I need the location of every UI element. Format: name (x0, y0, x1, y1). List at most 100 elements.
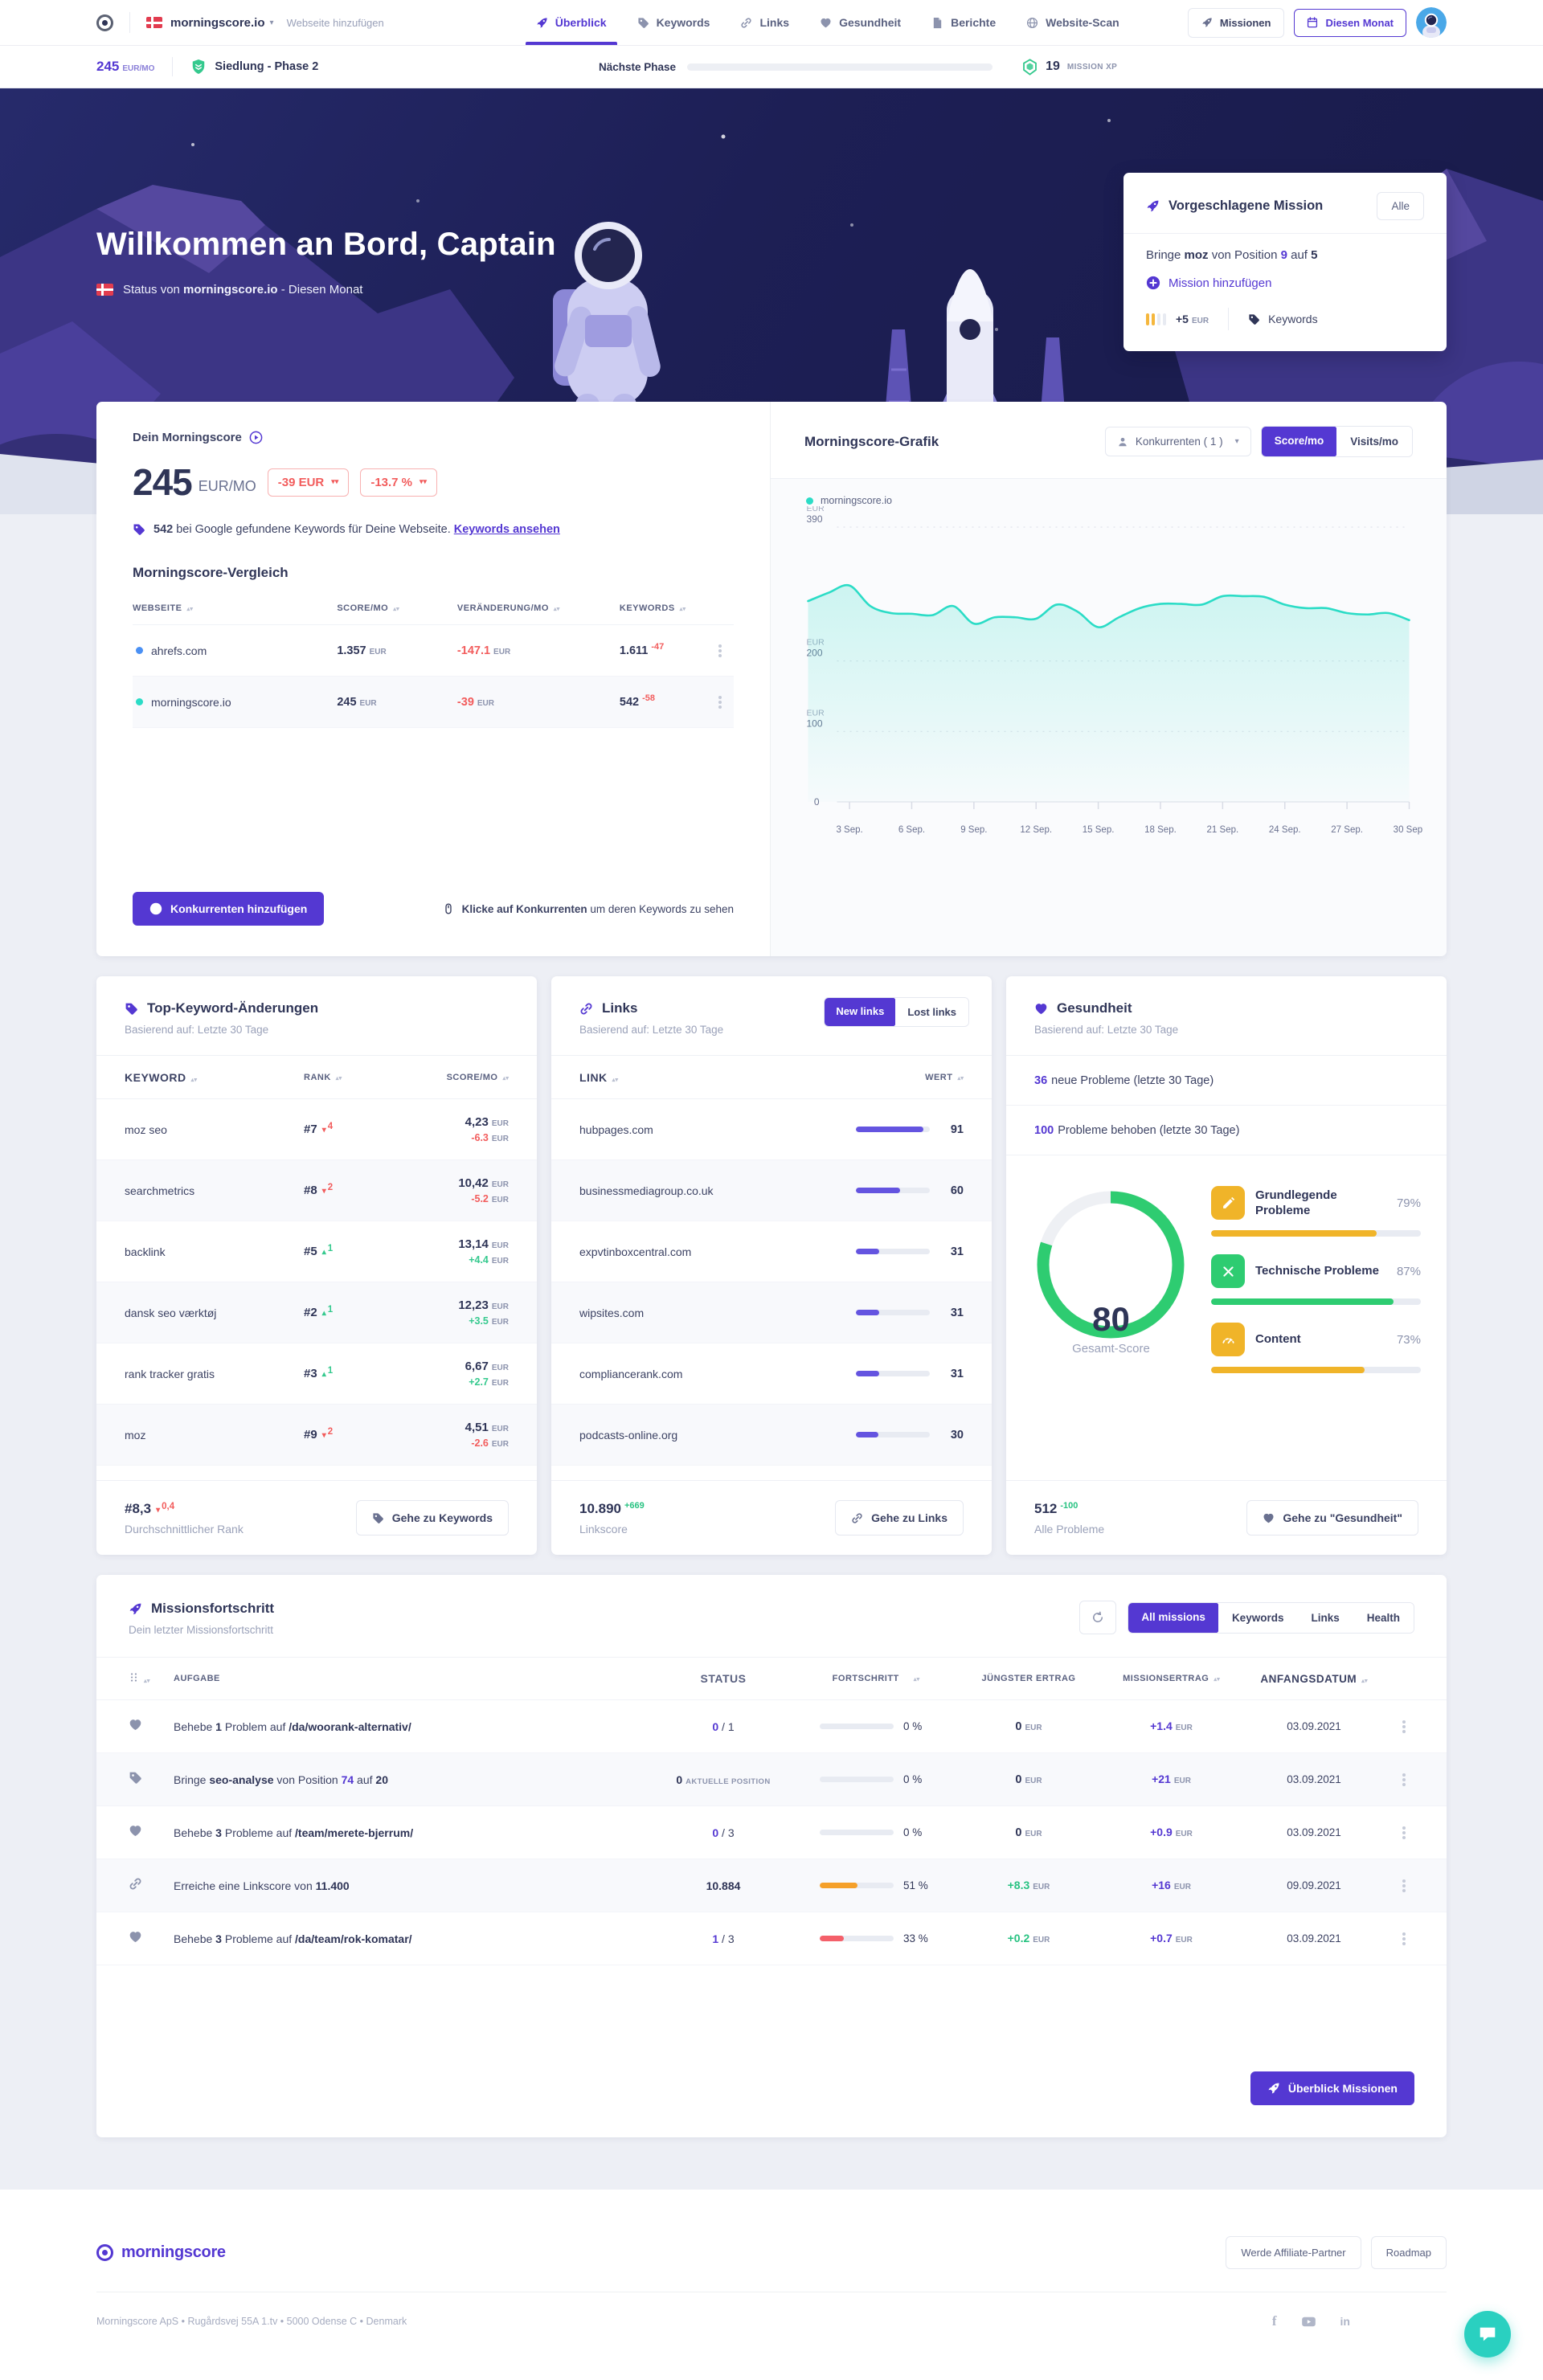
column-header[interactable]: SCORE/MO ▴▾ (337, 592, 457, 625)
keyword-row[interactable]: moz #9 ▾ 2 4,51 EUR -2.6 EUR (96, 1405, 537, 1466)
nav-item-keywords[interactable]: Keywords (622, 0, 726, 45)
toggle-visits-mo[interactable]: Visits/mo (1336, 427, 1412, 456)
health-score-label: Gesamt-Score (1072, 1341, 1150, 1356)
keyword-row[interactable]: moz seo #7 ▾ 4 4,23 EUR -6.3 EUR (96, 1099, 537, 1160)
add-competitor-button[interactable]: Konkurrenten hinzufügen (133, 892, 325, 926)
column-header[interactable]: JÜNGSTER ERTRAG (981, 1674, 1076, 1683)
graph-title: Morningscore-Grafik (804, 433, 939, 449)
competitor-row[interactable]: ahrefs.com 1.357 EUR -147.1 EUR 1.611 -47 (133, 624, 734, 677)
column-header[interactable]: ANFANGSDATUM ▴▾ (1260, 1672, 1368, 1685)
row-menu-button[interactable] (1394, 1769, 1414, 1790)
column-header[interactable]: WERT ▴▾ (925, 1072, 964, 1082)
suggested-mission-card: Vorgeschlagene Mission Alle Bringe moz v… (1123, 173, 1447, 351)
avatar[interactable] (1416, 7, 1447, 38)
filter-all-missions[interactable]: All missions (1128, 1602, 1219, 1633)
chat-widget-button[interactable] (1464, 2311, 1511, 2358)
link-row[interactable]: expvtinboxcentral.com 31 (551, 1221, 992, 1282)
link-row[interactable]: podcasts-online.org 30 (551, 1405, 992, 1466)
affiliate-button[interactable]: Werde Affiliate-Partner (1226, 2236, 1361, 2269)
site-selector[interactable]: morningscore.io (170, 15, 265, 30)
column-header[interactable]: SCORE/MO ▴▾ (446, 1072, 509, 1082)
link-row[interactable]: compliancerank.com 31 (551, 1343, 992, 1405)
refresh-button[interactable] (1079, 1601, 1117, 1634)
missions-button[interactable]: Missionen (1187, 7, 1285, 38)
go-to-links-button[interactable]: Gehe zu Links (835, 1500, 964, 1536)
linkedin-icon[interactable]: in (1340, 2315, 1350, 2328)
missions-overview-button[interactable]: Überblick Missionen (1250, 2071, 1414, 2105)
main-content: Dein Morningscore 245 EUR/MO -39 EUR ▾▾ -… (0, 402, 1543, 2137)
chevron-down-icon[interactable]: ▾ (269, 18, 274, 27)
value-bar (856, 1249, 930, 1254)
link-row[interactable]: hubpages.com 91 (551, 1099, 992, 1160)
divider (1123, 233, 1447, 234)
column-header[interactable]: LINK ▴▾ (579, 1070, 619, 1084)
value-bar (856, 1188, 930, 1193)
column-header[interactable]: VERÄNDERUNG/MO ▴▾ (456, 592, 620, 625)
facebook-icon[interactable]: f (1271, 2313, 1277, 2329)
morningscore-logo[interactable] (96, 14, 113, 31)
view-keywords-link[interactable]: Keywords ansehen (453, 523, 560, 536)
column-header[interactable]: MISSIONSERTRAG ▴▾ (1123, 1674, 1220, 1683)
month-selector-button[interactable]: Diesen Monat (1294, 8, 1406, 37)
nav-item-website-scan[interactable]: Website-Scan (1011, 0, 1135, 45)
next-phase-progress: Nächste Phase 19 MISSION XP (599, 46, 1117, 88)
play-circle-icon[interactable] (249, 431, 263, 444)
toggle-lost-links[interactable]: Lost links (895, 998, 968, 1026)
add-mission-link[interactable]: Mission hinzufügen (1146, 276, 1424, 290)
mission-reward: +5 EUR (1176, 313, 1209, 325)
add-website-link[interactable]: Webseite hinzufügen (286, 16, 384, 29)
go-to-keywords-button[interactable]: Gehe zu Keywords (355, 1500, 509, 1536)
mission-row[interactable]: Behebe 1 Problem auf /da/woorank-alterna… (96, 1700, 1447, 1753)
filter-links[interactable]: Links (1297, 1602, 1353, 1633)
column-header[interactable]: KEYWORD ▴▾ (125, 1070, 198, 1084)
column-header[interactable]: AUFGABE (174, 1674, 220, 1683)
link-row[interactable]: businessmediagroup.co.uk 60 (551, 1160, 992, 1221)
mission-row[interactable]: Erreiche eine Linkscore von 11.400 10.88… (96, 1859, 1447, 1912)
filter-keywords[interactable]: Keywords (1218, 1602, 1298, 1633)
competitors-dropdown[interactable]: Konkurrenten ( 1 ) ▾ (1104, 427, 1251, 456)
nav-item-links[interactable]: Links (725, 0, 804, 45)
hexagon-medal-icon (1021, 58, 1038, 76)
keyword-row[interactable]: dansk seo værktøj #2 ▴ 1 12,23 EUR +3.5 EUR (96, 1282, 537, 1343)
tag-icon (372, 1512, 384, 1524)
footer-logo[interactable]: morningscore (96, 2243, 226, 2262)
nav-item--berblick[interactable]: Überblick (521, 0, 622, 45)
hero-subtitle: Status von morningscore.io - Diesen Mona… (96, 283, 362, 296)
mission-row[interactable]: Behebe 3 Probleme auf /team/merete-bjerr… (96, 1806, 1447, 1859)
mission-row[interactable]: Bringe seo-analyse von Position 74 auf 2… (96, 1753, 1447, 1806)
go-to-health-button[interactable]: Gehe zu "Gesundheit" (1246, 1500, 1418, 1536)
nav-item-berichte[interactable]: Berichte (916, 0, 1011, 45)
column-header[interactable]: STATUS (700, 1672, 747, 1685)
roadmap-button[interactable]: Roadmap (1370, 2236, 1447, 2269)
link-row[interactable]: wipsites.com 31 (551, 1282, 992, 1343)
keyword-row[interactable]: backlink #5 ▴ 1 13,14 EUR +4.4 EUR (96, 1221, 537, 1282)
column-header[interactable]: WEBSEITE ▴▾ (133, 592, 338, 625)
score-change-percent-badge[interactable]: -13.7 % ▾▾ (360, 468, 438, 497)
competitor-row[interactable]: morningscore.io 245 EUR -39 EUR 542 -58 (133, 676, 734, 728)
drag-handle-column[interactable]: ▴▾ (129, 1672, 174, 1685)
row-menu-button[interactable] (710, 640, 731, 661)
all-missions-button[interactable]: Alle (1377, 192, 1424, 220)
globe-icon (1026, 17, 1038, 29)
nav-item-gesundheit[interactable]: Gesundheit (804, 0, 916, 45)
row-menu-button[interactable] (710, 692, 731, 713)
row-menu-button[interactable] (1394, 1928, 1414, 1949)
score-change-badge[interactable]: -39 EUR ▾▾ (267, 468, 350, 497)
column-header[interactable]: RANK ▴▾ (304, 1072, 342, 1082)
mission-row[interactable]: Behebe 3 Probleme auf /da/team/rok-komat… (96, 1912, 1447, 1965)
filter-health[interactable]: Health (1353, 1602, 1414, 1633)
toggle-new-links[interactable]: New links (825, 998, 897, 1026)
youtube-icon[interactable] (1301, 2314, 1316, 2329)
toggle-score-mo[interactable]: Score/mo (1261, 427, 1338, 456)
keyword-row[interactable]: rank tracker gratis #3 ▴ 1 6,67 EUR +2.7 EUR (96, 1343, 537, 1405)
column-header[interactable]: KEYWORDS ▴▾ (619, 592, 710, 625)
keyword-row[interactable]: searchmetrics #8 ▾ 2 10,42 EUR -5.2 EUR (96, 1160, 537, 1221)
column-header[interactable]: FORTSCHRITT ▴▾ (832, 1674, 920, 1683)
score-area-chart[interactable]: EUR390EUR200EUR10003 Sep.6 Sep.9 Sep.12 … (795, 504, 1426, 876)
row-menu-button[interactable] (1394, 1716, 1414, 1737)
row-menu-button[interactable] (1394, 1822, 1414, 1843)
link-icon (579, 1002, 593, 1016)
progress-bar (820, 1777, 894, 1782)
chat-icon (1478, 2325, 1497, 2344)
row-menu-button[interactable] (1394, 1875, 1414, 1896)
